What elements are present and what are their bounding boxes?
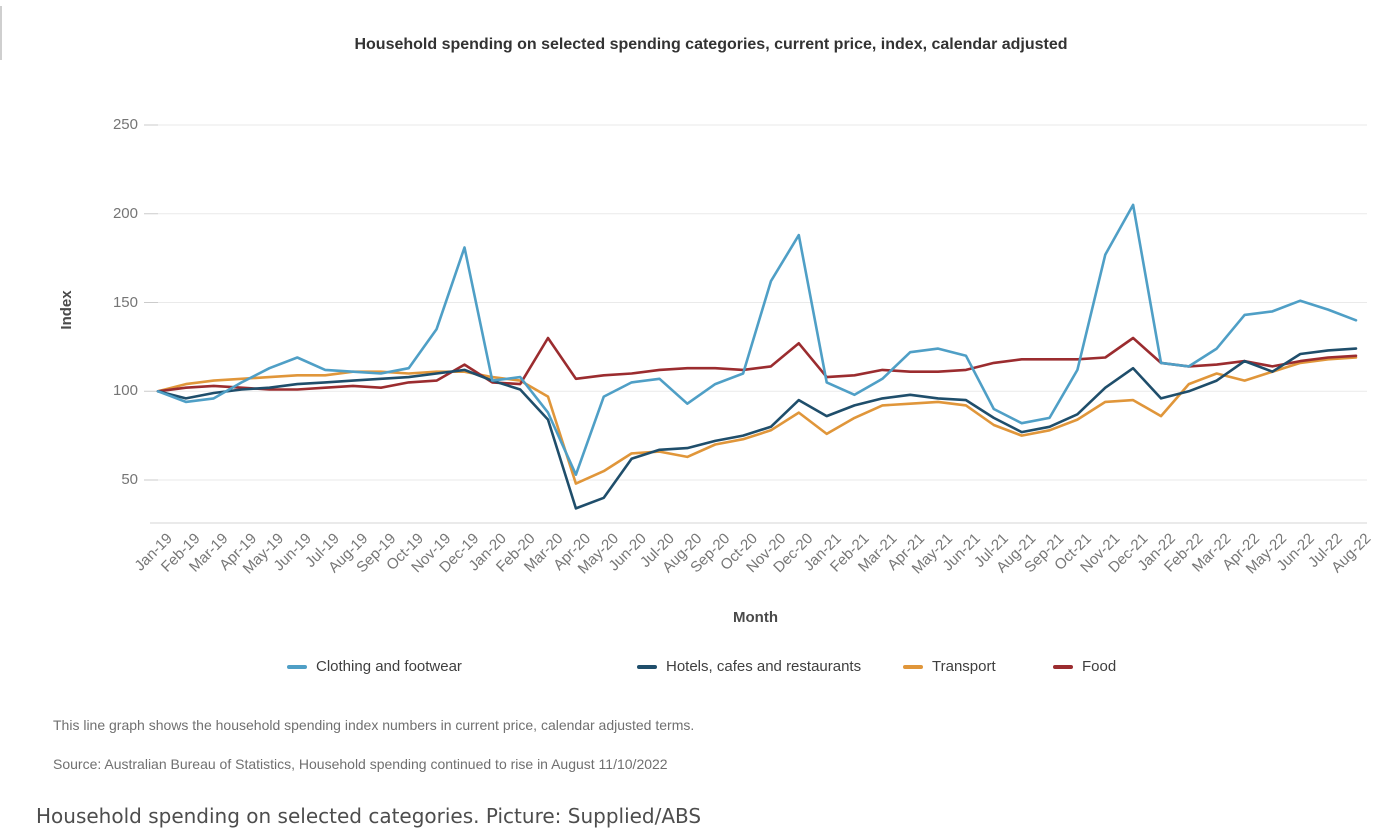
line-chart [144, 124, 1367, 524]
y-tick-label: 200 [112, 204, 138, 222]
legend-swatch [637, 664, 657, 669]
legend-swatch [903, 664, 923, 669]
legend-label: Food [1082, 658, 1117, 675]
legend-swatch [1053, 664, 1073, 669]
chart-title: Household spending on selected spending … [354, 36, 1068, 53]
legend-item: Clothing and footwear [287, 658, 462, 675]
legend-label: Hotels, cafes and restaurants [666, 658, 862, 675]
legend-label: Transport [932, 658, 996, 675]
y-tick-label: 150 [112, 293, 138, 311]
legend-label: Clothing and footwear [316, 658, 462, 675]
chart-description: This line graph shows the household spen… [53, 717, 695, 733]
image-caption: Household spending on selected categorie… [36, 804, 702, 828]
y-tick-label: 50 [121, 471, 138, 488]
edge-artifact-line [0, 6, 2, 60]
y-axis-title: Index [58, 290, 75, 330]
series-line-clothing-and-footwear [156, 203, 1358, 477]
legend-item: Transport [903, 658, 996, 675]
chart-source: Source: Australian Bureau of Statistics,… [53, 756, 668, 772]
legend-item: Food [1053, 658, 1116, 675]
series-line-transport [156, 356, 1358, 485]
series-line-food [156, 336, 1358, 393]
x-axis-title: Month [733, 609, 778, 626]
y-tick-label: 250 [112, 116, 138, 133]
series-line-hotels-cafes-and-restaurants [156, 347, 1358, 510]
legend-item: Hotels, cafes and restaurants [637, 658, 861, 675]
y-tick-label: 100 [112, 382, 138, 400]
legend-swatch [287, 664, 307, 669]
